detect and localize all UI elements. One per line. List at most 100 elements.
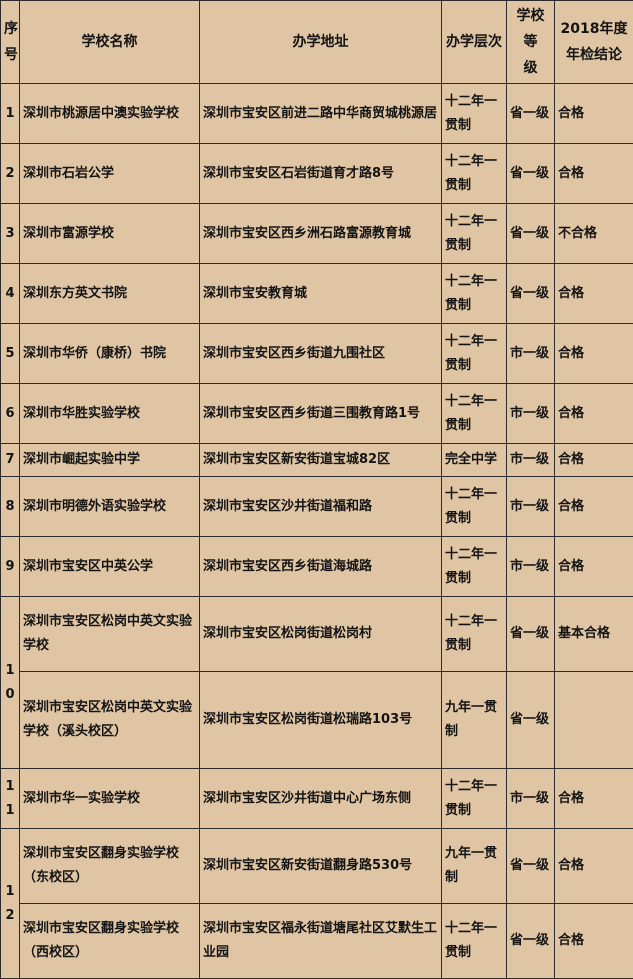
cell-conclusion: 不合格 bbox=[555, 204, 633, 264]
cell-sequence: 10 bbox=[1, 597, 20, 769]
cell-grade: 市一级 bbox=[507, 384, 555, 444]
cell-level: 十二年一贯制 bbox=[442, 144, 507, 204]
cell-level: 十二年一贯制 bbox=[442, 264, 507, 324]
cell-conclusion: 合格 bbox=[555, 444, 633, 477]
cell-school-name: 深圳市宝安区中英公学 bbox=[20, 537, 200, 597]
cell-level: 十二年一贯制 bbox=[442, 204, 507, 264]
column-header-conclusion-line1: 2018年度 bbox=[561, 21, 628, 37]
table-row: 2 深圳市石岩公学 深圳市宝安区石岩街道育才路8号 十二年一贯制 省一级 合格 bbox=[1, 144, 633, 204]
cell-address: 深圳市宝安区石岩街道育才路8号 bbox=[200, 144, 442, 204]
cell-school-name: 深圳市宝安区松岗中英文实验学校 bbox=[20, 597, 200, 672]
column-header-conclusion: 2018年度 年检结论 bbox=[555, 1, 633, 84]
cell-conclusion bbox=[555, 672, 633, 769]
cell-level: 十二年一贯制 bbox=[442, 384, 507, 444]
cell-grade: 市一级 bbox=[507, 324, 555, 384]
cell-school-name: 深圳市石岩公学 bbox=[20, 144, 200, 204]
cell-address: 深圳市宝安区新安街道宝城82区 bbox=[200, 444, 442, 477]
cell-sequence: 1 bbox=[1, 84, 20, 144]
cell-conclusion: 合格 bbox=[555, 264, 633, 324]
cell-address: 深圳市宝安教育城 bbox=[200, 264, 442, 324]
cell-level: 十二年一贯制 bbox=[442, 597, 507, 672]
cell-address: 深圳市宝安区福永街道塘尾社区艾默生工业园 bbox=[200, 904, 442, 979]
cell-school-name: 深圳市华一实验学校 bbox=[20, 769, 200, 829]
cell-school-name: 深圳市宝安区松岗中英文实验学校（溪头校区） bbox=[20, 672, 200, 769]
column-header-address: 办学地址 bbox=[200, 1, 442, 84]
cell-grade: 市一级 bbox=[507, 477, 555, 537]
cell-school-name: 深圳市崛起实验中学 bbox=[20, 444, 200, 477]
cell-address: 深圳市宝安区松岗街道松岗村 bbox=[200, 597, 442, 672]
cell-address: 深圳市宝安区前进二路中华商贸城桃源居 bbox=[200, 84, 442, 144]
table-row: 11 深圳市华一实验学校 深圳市宝安区沙井街道中心广场东侧 十二年一贯制 市一级… bbox=[1, 769, 633, 829]
column-header-school-name: 学校名称 bbox=[20, 1, 200, 84]
cell-school-name: 深圳市华胜实验学校 bbox=[20, 384, 200, 444]
cell-sequence: 3 bbox=[1, 204, 20, 264]
cell-address: 深圳市宝安区沙井街道福和路 bbox=[200, 477, 442, 537]
table-row: 3 深圳市富源学校 深圳市宝安区西乡洲石路富源教育城 十二年一贯制 省一级 不合… bbox=[1, 204, 633, 264]
cell-conclusion: 合格 bbox=[555, 769, 633, 829]
cell-school-name: 深圳市富源学校 bbox=[20, 204, 200, 264]
cell-school-name: 深圳东方英文书院 bbox=[20, 264, 200, 324]
cell-level: 十二年一贯制 bbox=[442, 477, 507, 537]
table-row: 深圳市宝安区翻身实验学校（西校区） 深圳市宝安区福永街道塘尾社区艾默生工业园 十… bbox=[1, 904, 633, 979]
table-row: 9 深圳市宝安区中英公学 深圳市宝安区西乡街道海城路 十二年一贯制 市一级 合格 bbox=[1, 537, 633, 597]
table-row: 6 深圳市华胜实验学校 深圳市宝安区西乡街道三围教育路1号 十二年一贯制 市一级… bbox=[1, 384, 633, 444]
column-header-conclusion-line2: 年检结论 bbox=[566, 47, 622, 63]
table-row: 5 深圳市华侨（康桥）书院 深圳市宝安区西乡街道九围社区 十二年一贯制 市一级 … bbox=[1, 324, 633, 384]
cell-level: 十二年一贯制 bbox=[442, 904, 507, 979]
cell-level: 九年一贯制 bbox=[442, 672, 507, 769]
cell-sequence: 8 bbox=[1, 477, 20, 537]
cell-address: 深圳市宝安区西乡街道三围教育路1号 bbox=[200, 384, 442, 444]
cell-grade: 市一级 bbox=[507, 769, 555, 829]
cell-level: 十二年一贯制 bbox=[442, 84, 507, 144]
cell-address: 深圳市宝安区西乡洲石路富源教育城 bbox=[200, 204, 442, 264]
cell-school-name: 深圳市桃源居中澳实验学校 bbox=[20, 84, 200, 144]
table-body: 1 深圳市桃源居中澳实验学校 深圳市宝安区前进二路中华商贸城桃源居 十二年一贯制… bbox=[1, 84, 633, 979]
cell-sequence: 2 bbox=[1, 144, 20, 204]
table-row: 12 深圳市宝安区翻身实验学校（东校区） 深圳市宝安区新安街道翻身路530号 九… bbox=[1, 829, 633, 904]
cell-address: 深圳市宝安区沙井街道中心广场东侧 bbox=[200, 769, 442, 829]
column-header-level: 办学层次 bbox=[442, 1, 507, 84]
cell-level: 十二年一贯制 bbox=[442, 324, 507, 384]
cell-conclusion: 合格 bbox=[555, 829, 633, 904]
table-row: 8 深圳市明德外语实验学校 深圳市宝安区沙井街道福和路 十二年一贯制 市一级 合… bbox=[1, 477, 633, 537]
cell-sequence: 5 bbox=[1, 324, 20, 384]
cell-address: 深圳市宝安区西乡街道海城路 bbox=[200, 537, 442, 597]
cell-grade: 省一级 bbox=[507, 672, 555, 769]
cell-grade: 省一级 bbox=[507, 204, 555, 264]
table-row: 7 深圳市崛起实验中学 深圳市宝安区新安街道宝城82区 完全中学 市一级 合格 bbox=[1, 444, 633, 477]
cell-grade: 省一级 bbox=[507, 904, 555, 979]
cell-conclusion: 合格 bbox=[555, 537, 633, 597]
cell-conclusion: 合格 bbox=[555, 144, 633, 204]
cell-grade: 省一级 bbox=[507, 144, 555, 204]
cell-sequence: 6 bbox=[1, 384, 20, 444]
cell-address: 深圳市宝安区新安街道翻身路530号 bbox=[200, 829, 442, 904]
table-row: 4 深圳东方英文书院 深圳市宝安教育城 十二年一贯制 省一级 合格 bbox=[1, 264, 633, 324]
table-row: 1 深圳市桃源居中澳实验学校 深圳市宝安区前进二路中华商贸城桃源居 十二年一贯制… bbox=[1, 84, 633, 144]
cell-sequence: 9 bbox=[1, 537, 20, 597]
cell-school-name: 深圳市宝安区翻身实验学校（西校区） bbox=[20, 904, 200, 979]
cell-conclusion: 合格 bbox=[555, 904, 633, 979]
cell-school-name: 深圳市宝安区翻身实验学校（东校区） bbox=[20, 829, 200, 904]
column-header-sequence-line2: 号 bbox=[4, 42, 16, 68]
column-header-grade-line2: 级 bbox=[524, 60, 538, 76]
cell-grade: 省一级 bbox=[507, 264, 555, 324]
cell-level: 完全中学 bbox=[442, 444, 507, 477]
cell-sequence: 7 bbox=[1, 444, 20, 477]
cell-level: 十二年一贯制 bbox=[442, 769, 507, 829]
column-header-grade-line1: 学校等 bbox=[517, 8, 545, 50]
cell-conclusion: 基本合格 bbox=[555, 597, 633, 672]
cell-address: 深圳市宝安区西乡街道九围社区 bbox=[200, 324, 442, 384]
table-header: 序 号 学校名称 办学地址 办学层次 学校等 级 2018年度 年检结论 bbox=[1, 1, 633, 84]
cell-grade: 市一级 bbox=[507, 444, 555, 477]
cell-conclusion: 合格 bbox=[555, 324, 633, 384]
cell-school-name: 深圳市明德外语实验学校 bbox=[20, 477, 200, 537]
cell-grade: 省一级 bbox=[507, 829, 555, 904]
table-row: 10 深圳市宝安区松岗中英文实验学校 深圳市宝安区松岗街道松岗村 十二年一贯制 … bbox=[1, 597, 633, 672]
cell-sequence: 4 bbox=[1, 264, 20, 324]
cell-conclusion: 合格 bbox=[555, 84, 633, 144]
cell-school-name: 深圳市华侨（康桥）书院 bbox=[20, 324, 200, 384]
column-header-grade: 学校等 级 bbox=[507, 1, 555, 84]
column-header-sequence-line1: 序 bbox=[4, 16, 16, 42]
cell-sequence: 11 bbox=[1, 769, 20, 829]
